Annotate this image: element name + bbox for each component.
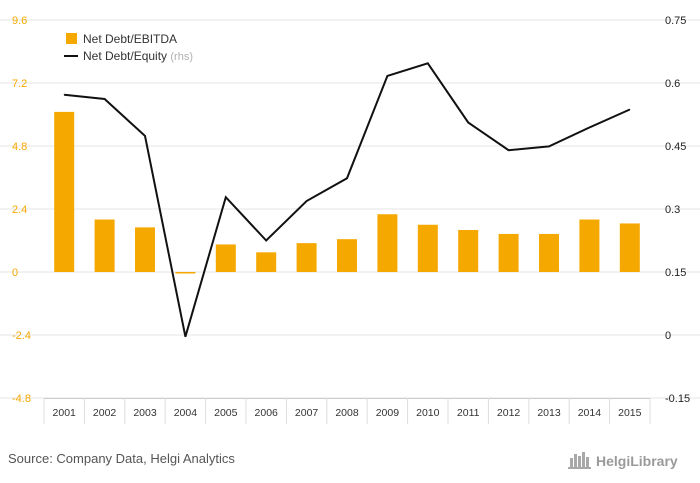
bar [54,111,75,272]
right-tick-label: 0.15 [665,267,686,279]
bar-series [54,111,640,274]
right-tick-label: 0.45 [665,141,686,153]
line-point [144,135,146,137]
source-text: Source: Company Data, Helgi Analytics [8,451,235,466]
legend-label-line-name: Net Debt/Equity [83,49,167,63]
line-point [184,336,186,338]
x-tick-label: 2001 [53,407,77,419]
x-tick-label: 2003 [133,407,157,419]
line-path [64,62,631,337]
x-tick-label: 2006 [255,407,279,419]
x-tick-label: 2013 [537,407,561,419]
x-tick-label: 2005 [214,407,238,419]
legend-label-bar: Net Debt/EBITDA [83,32,177,46]
x-tick-label: 2007 [295,407,319,419]
bar [539,233,559,272]
bar [619,223,640,272]
x-tick-label: 2011 [457,407,480,419]
bar [256,252,277,272]
bar [94,219,115,272]
legend-swatch-bar [66,33,77,44]
bar [417,224,438,272]
x-tick-label: 2009 [376,407,400,419]
bar [175,272,196,274]
left-tick-label: -2.4 [12,330,31,342]
line-point [386,75,388,77]
right-tick-label: -0.15 [665,393,690,405]
bar [498,233,519,272]
line-point [508,149,510,151]
right-tick-label: 0.6 [665,78,680,90]
legend: Net Debt/EBITDA Net Debt/Equity (rhs) [64,32,193,63]
line-point [225,196,227,198]
line-point [63,94,65,96]
line-point [346,177,348,179]
line-point [548,145,550,147]
left-tick-label: 7.2 [12,78,27,90]
x-tick-label: 2012 [497,407,521,419]
left-tick-label: 9.6 [12,15,27,27]
x-tick-label: 2010 [416,407,440,419]
line-point [588,127,590,129]
legend-label-rhs: (rhs) [170,51,193,63]
line-point [104,98,106,100]
left-tick-label: -4.8 [12,393,31,405]
right-axis: 0.75 0.6 0.45 0.3 0.15 0 -0.15 [665,15,690,405]
city-skyline-icon [568,452,591,469]
x-tick-label: 2004 [174,407,198,419]
x-tick-label: 2002 [93,407,117,419]
left-tick-label: 4.8 [12,141,27,153]
left-axis: 9.6 7.2 4.8 2.4 0 -2.4 -4.8 [12,15,31,405]
right-tick-label: 0.75 [665,15,686,27]
left-tick-label: 0 [12,267,18,279]
right-tick-label: 0 [665,330,671,342]
bar [458,230,479,272]
brand-logo-text: HelgiLibrary [596,453,678,469]
bar [135,227,155,272]
bar [377,214,398,272]
footer: Source: Company Data, Helgi Analytics He… [8,451,678,469]
line-point [306,200,308,202]
bar [579,219,600,272]
left-tick-label: 2.4 [12,204,27,216]
bar [337,239,357,272]
bar [296,243,317,272]
x-tick-label: 2008 [335,407,359,419]
bar [215,244,236,272]
line-point [467,121,469,123]
legend-label-line: Net Debt/Equity (rhs) [83,49,193,63]
grid [0,19,700,399]
right-tick-label: 0.3 [665,204,680,216]
line-series [63,62,631,338]
x-tick-label: 2014 [578,407,602,419]
line-point [629,108,631,110]
x-axis: 2001 2002 2003 2004 2005 2006 2007 2008 2009 2010… [43,398,651,424]
x-tick-label: 2015 [618,407,642,419]
line-point [427,62,429,64]
line-point [265,240,267,241]
